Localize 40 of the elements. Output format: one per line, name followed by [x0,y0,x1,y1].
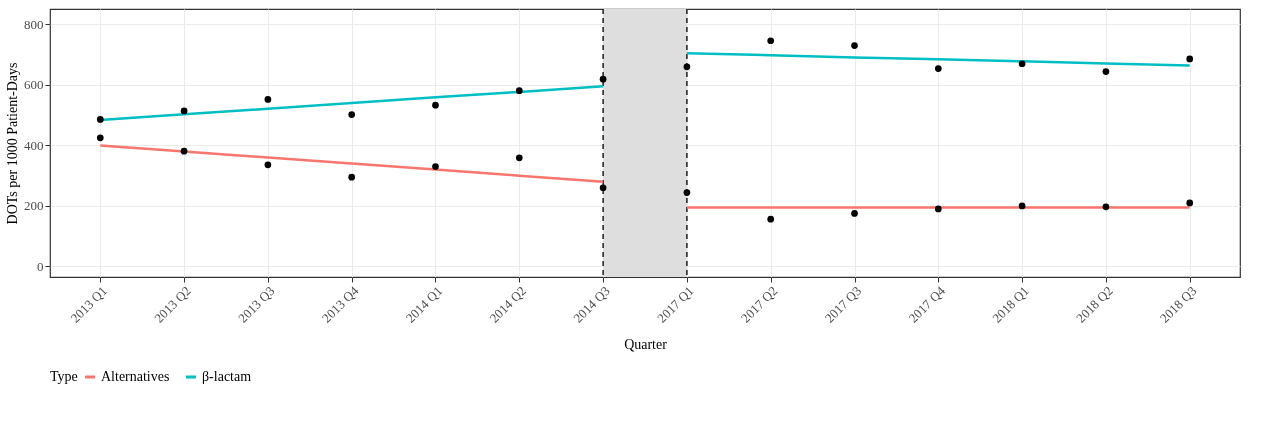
point [96,134,104,142]
point [180,107,188,115]
point [348,111,356,118]
point [599,184,607,192]
point [934,205,942,213]
y-tick-label: 600 [24,77,44,93]
y-tick-label: 400 [24,137,44,153]
point [599,75,607,83]
point [1186,55,1194,63]
point [515,87,523,95]
y-tick-label: 0 [37,258,44,274]
legend-label: β-lactam [202,369,252,384]
point [767,215,775,223]
x-axis-title: Quarter [624,336,668,352]
point [432,101,439,109]
legend-label: Alternatives [101,369,170,384]
point [1186,199,1194,207]
line-series [685,51,1191,67]
point [683,189,691,196]
legend-title: Type [50,369,78,384]
y-axis-title: DOTs per 1000 Patient-Days [5,62,20,225]
point [180,147,188,155]
point [515,154,523,162]
point [264,161,272,169]
point [348,173,356,181]
point [683,63,691,71]
point [1102,203,1110,211]
y-tick-label: 800 [24,16,44,32]
point [264,96,272,103]
point [1102,68,1110,75]
point [1018,60,1026,68]
point [934,65,942,72]
point [767,37,775,45]
point [432,163,439,170]
point [851,210,858,217]
point [1018,202,1026,210]
point [96,116,104,123]
y-tick-label: 200 [24,198,44,214]
point [851,42,858,49]
line-series [99,144,605,183]
